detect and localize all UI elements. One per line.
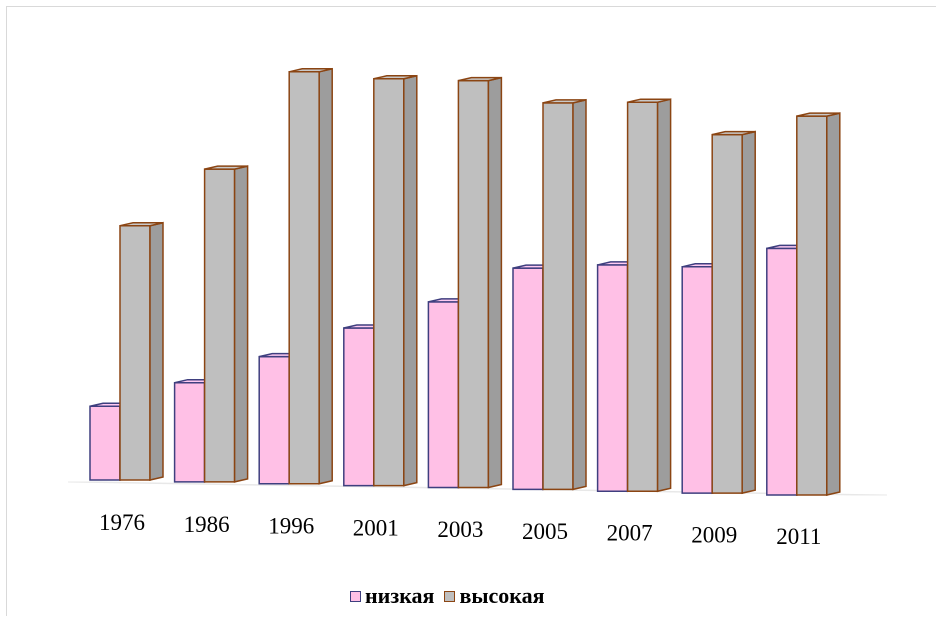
bar-front-face	[373, 78, 405, 487]
bar-high-1986	[203, 165, 249, 483]
bar-top-face	[712, 130, 756, 136]
bar-side-face	[149, 221, 164, 481]
bar-side-face	[826, 112, 841, 496]
bar-top-face	[204, 165, 248, 170]
bar-front-face	[89, 405, 121, 481]
bar-high-2005	[542, 98, 587, 491]
bar-front-face	[288, 71, 320, 485]
bar-top-face	[627, 98, 671, 103]
bars-group	[89, 67, 841, 496]
bar-high-2003	[457, 76, 503, 489]
bar-front-face	[119, 224, 151, 481]
x-tick-label: 2011	[776, 524, 821, 549]
x-tick-label: 2009	[691, 522, 737, 547]
bar-front-face	[173, 381, 206, 483]
bar-front-face	[596, 264, 629, 492]
bar-side-face	[741, 130, 756, 495]
bar-top-face	[119, 221, 164, 227]
legend-label-low: низкая	[365, 583, 435, 608]
bar-top-face	[458, 76, 502, 82]
legend: низкая высокая	[350, 583, 545, 609]
bar-top-face	[796, 112, 840, 117]
bar-high-1996	[288, 67, 333, 485]
legend-item-low: низкая	[350, 583, 434, 609]
bar-front-face	[457, 79, 490, 489]
bar-top-face	[373, 75, 417, 80]
bar-side-face	[487, 76, 503, 489]
bar-front-face	[711, 133, 743, 494]
legend-item-high: высокая	[444, 583, 545, 609]
x-tick-label: 2001	[353, 515, 399, 540]
x-tick-label: 2007	[607, 521, 653, 546]
legend-swatch-low	[350, 590, 361, 602]
bar-front-face	[796, 115, 828, 496]
x-axis-ticks: 1976 1986 1996 2001 2003 2005 2007 2009 2011	[99, 510, 821, 549]
bar-high-1976	[119, 221, 164, 481]
bar-front-face	[681, 266, 713, 494]
bar-front-face	[427, 301, 460, 489]
bar-high-2011	[796, 112, 841, 496]
x-tick-label: 1996	[268, 514, 314, 539]
bar-side-face	[572, 98, 587, 491]
x-tick-label: 1986	[184, 512, 230, 537]
bar-side-face	[233, 165, 249, 483]
bar-front-face	[258, 355, 290, 485]
bar-side-face	[656, 98, 672, 493]
bar-high-2001	[373, 74, 418, 487]
x-tick-label: 2003	[437, 517, 483, 542]
bar-side-face	[403, 74, 418, 487]
bar-front-face	[626, 101, 659, 492]
x-tick-label: 2005	[522, 519, 568, 544]
bar-front-face	[542, 102, 574, 491]
bar-high-2007	[626, 98, 672, 493]
bar-front-face	[343, 327, 375, 487]
bar-side-face	[318, 67, 333, 485]
bar-front-face	[766, 247, 798, 496]
legend-label-high: высокая	[459, 583, 545, 608]
chart-frame	[6, 6, 936, 616]
bar-high-2009	[711, 130, 756, 495]
bar-front-face	[203, 168, 236, 483]
bar-top-face	[289, 68, 333, 73]
bar-front-face	[512, 267, 544, 491]
legend-swatch-high	[444, 590, 456, 602]
x-tick-label: 1976	[99, 510, 145, 535]
bar-top-face	[542, 99, 587, 104]
